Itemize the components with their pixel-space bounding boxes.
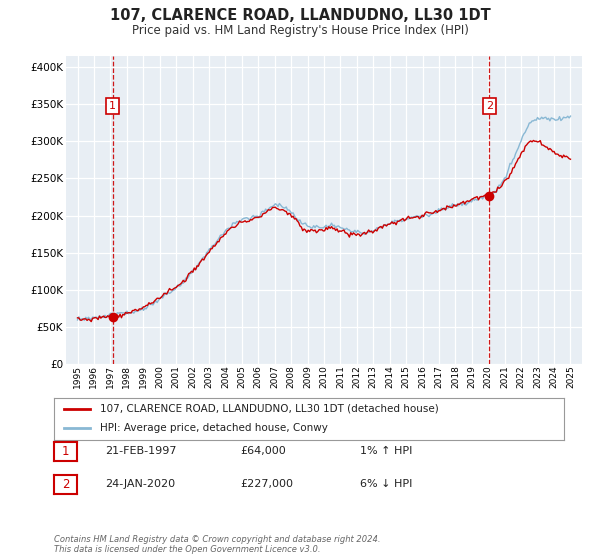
Text: 1: 1: [109, 101, 116, 111]
Text: Price paid vs. HM Land Registry's House Price Index (HPI): Price paid vs. HM Land Registry's House …: [131, 24, 469, 36]
Text: 107, CLARENCE ROAD, LLANDUDNO, LL30 1DT (detached house): 107, CLARENCE ROAD, LLANDUDNO, LL30 1DT …: [100, 404, 439, 414]
Text: 2: 2: [486, 101, 493, 111]
Text: Contains HM Land Registry data © Crown copyright and database right 2024.: Contains HM Land Registry data © Crown c…: [54, 535, 380, 544]
Text: 24-JAN-2020: 24-JAN-2020: [105, 479, 175, 489]
Text: HPI: Average price, detached house, Conwy: HPI: Average price, detached house, Conw…: [100, 423, 328, 433]
Text: 21-FEB-1997: 21-FEB-1997: [105, 446, 176, 456]
Text: 1: 1: [62, 445, 69, 458]
Text: 2: 2: [62, 478, 69, 492]
Text: 1% ↑ HPI: 1% ↑ HPI: [360, 446, 412, 456]
Text: £64,000: £64,000: [240, 446, 286, 456]
Text: 6% ↓ HPI: 6% ↓ HPI: [360, 479, 412, 489]
Text: 107, CLARENCE ROAD, LLANDUDNO, LL30 1DT: 107, CLARENCE ROAD, LLANDUDNO, LL30 1DT: [110, 8, 490, 24]
Text: This data is licensed under the Open Government Licence v3.0.: This data is licensed under the Open Gov…: [54, 545, 320, 554]
Text: £227,000: £227,000: [240, 479, 293, 489]
